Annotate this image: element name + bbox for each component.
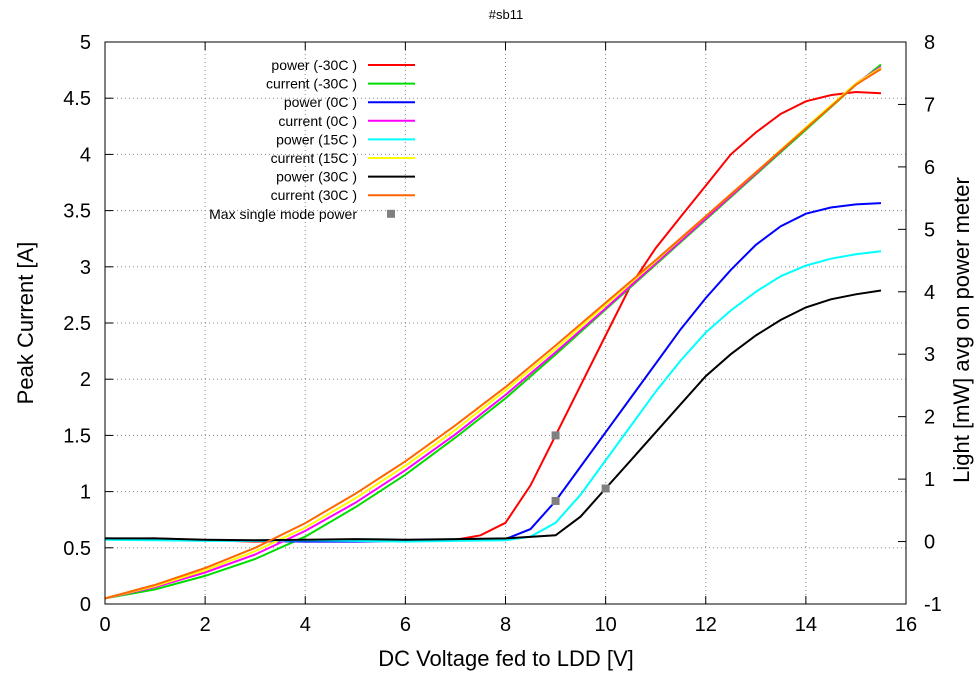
series-points: [551, 431, 610, 505]
legend-marker: [387, 209, 395, 218]
y-tick-label: 1.5: [63, 425, 91, 447]
y2-tick-label: 8: [924, 32, 935, 54]
legend-label: power (15C ): [276, 131, 357, 147]
x-tick-label: 10: [595, 614, 617, 636]
x-tick-label: 14: [795, 614, 817, 636]
y2-tick-label: 1: [924, 469, 935, 491]
y2-tick-label: 0: [924, 532, 935, 554]
legend-label: power (0C ): [284, 94, 357, 110]
series-line-current-0c: [104, 65, 882, 600]
legend-label: current (-30C ): [266, 76, 357, 92]
y-tick-label: 3: [80, 257, 91, 279]
y2-tick-label: 2: [924, 407, 935, 429]
legend-label: current (15C ): [271, 150, 357, 166]
max-power-point: [551, 496, 560, 505]
y-tick-label: 5: [80, 32, 91, 54]
grid-lines: [105, 42, 906, 604]
series-line-power-30c: [105, 289, 882, 542]
x-tick-label: 16: [895, 614, 917, 636]
series-line-current-30c: [104, 68, 882, 600]
legend-label: Max single mode power: [209, 206, 357, 222]
y-tick-label: 1: [80, 482, 91, 504]
x-tick-label: 4: [300, 614, 311, 636]
y2-axis-title: Light [mW] avg on power meter: [949, 177, 974, 483]
series-lines: [104, 63, 882, 600]
legend-label: power (30C ): [276, 169, 357, 185]
legend: power (-30C ) current (-30C ) power (0C ) c…: [209, 57, 415, 222]
y-tick-label: 0.5: [63, 538, 91, 560]
y2-tick-label: 3: [924, 344, 935, 366]
x-tick-label: 2: [200, 614, 211, 636]
x-tick-label: 8: [500, 614, 511, 636]
legend-label: current (30C ): [271, 187, 357, 203]
y-tick-label: 2: [80, 369, 91, 391]
series-line-current-15c: [104, 67, 882, 600]
y2-tick-label: 6: [924, 157, 935, 179]
y2-tick-label: 5: [924, 219, 935, 241]
series-line-power-0c: [104, 202, 882, 543]
legend-label: power (-30C ): [271, 57, 357, 73]
y-axis-title: Peak Current [A]: [13, 242, 38, 405]
y-tick-label: 3.5: [63, 201, 91, 223]
series-line-power-30c: [104, 90, 882, 543]
y-tick-label: 4: [80, 144, 91, 166]
max-power-point: [551, 431, 560, 440]
y2-tick-label: 4: [924, 282, 935, 304]
y-tick-label: 2.5: [63, 313, 91, 335]
x-tick-label: 0: [99, 614, 110, 636]
y2-tick-label: 7: [924, 94, 935, 116]
max-power-point: [601, 484, 610, 493]
y-tick-label: 4.5: [63, 88, 91, 110]
x-tick-label: 6: [400, 614, 411, 636]
legend-label: current (0C ): [278, 113, 357, 129]
x-axis-title: DC Voltage fed to LDD [V]: [378, 646, 634, 671]
y-tick-label: 0: [80, 594, 91, 616]
x-tick-label: 12: [695, 614, 717, 636]
y2-tick-label: -1: [924, 594, 942, 616]
axes: 0 2 4 6 8 10 12 14 1600.511.522.533.544.55-10123…: [63, 32, 942, 636]
chart-title: #sb11: [489, 7, 523, 22]
series-line-current-30c: [104, 63, 882, 600]
